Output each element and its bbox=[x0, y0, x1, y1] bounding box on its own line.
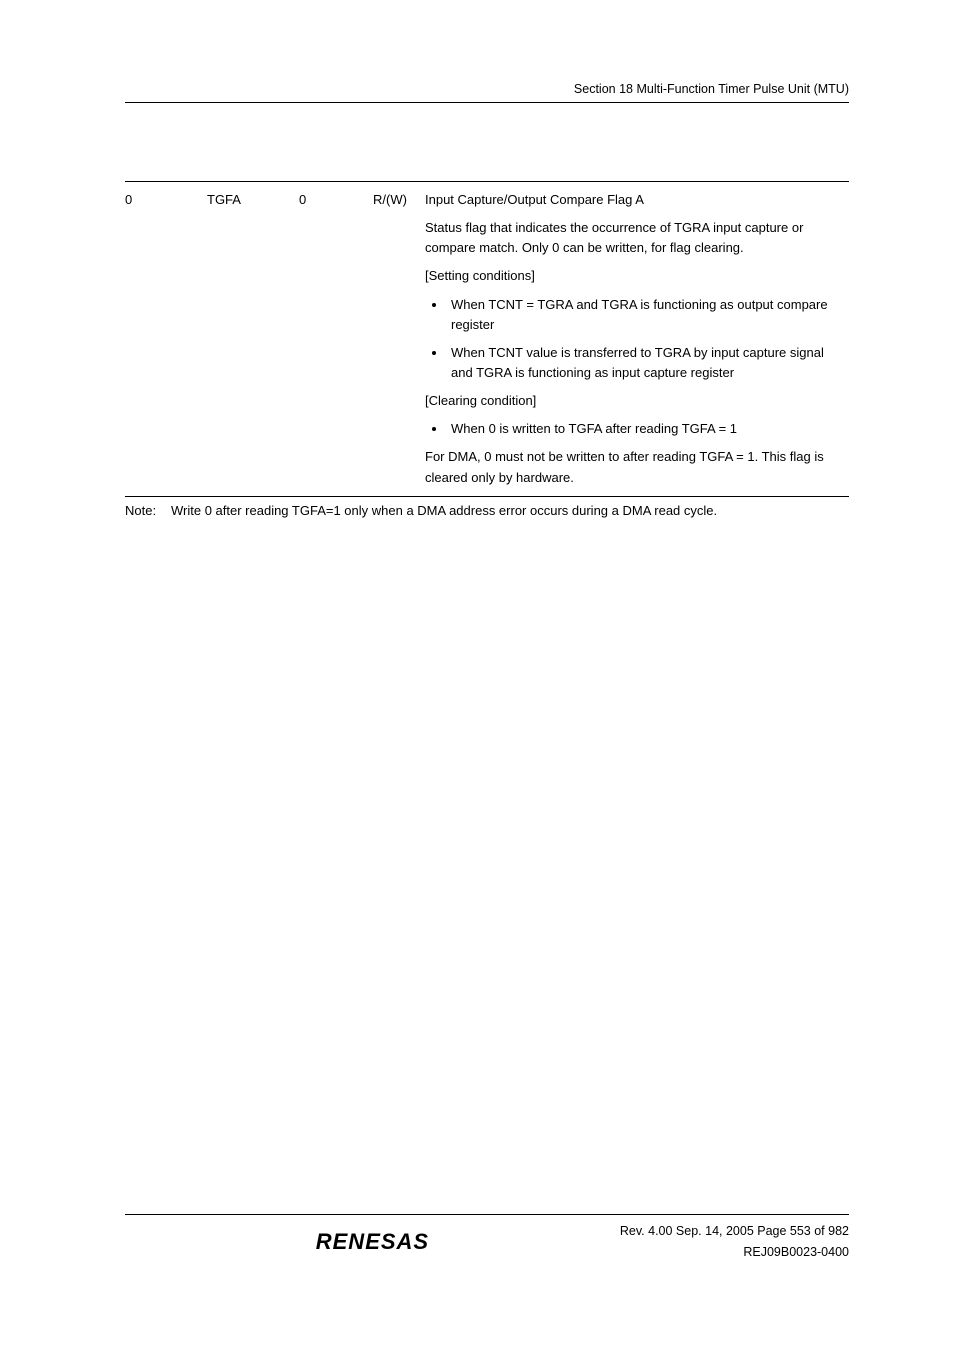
flag-title: Input Capture/Output Compare Flag A bbox=[425, 190, 849, 210]
status-description: Status flag that indicates the occurrenc… bbox=[425, 218, 849, 258]
bit-number: 0 bbox=[125, 190, 207, 496]
note-label: Note: bbox=[125, 501, 171, 521]
register-row: 0 TGFA 0 R/(W) Input Capture/Output Comp… bbox=[125, 181, 849, 496]
clearing-condition-list: When 0 is written to TGFA after reading … bbox=[425, 419, 849, 439]
list-item: When TCNT value is transferred to TGRA b… bbox=[447, 343, 849, 383]
setting-conditions-label: [Setting conditions] bbox=[425, 266, 849, 286]
note-text: Write 0 after reading TGFA=1 only when a… bbox=[171, 501, 849, 521]
footer-meta: Rev. 4.00 Sep. 14, 2005 Page 553 of 982 … bbox=[620, 1221, 849, 1264]
setting-conditions-list: When TCNT = TGRA and TGRA is functioning… bbox=[425, 295, 849, 384]
document-id: REJ09B0023-0400 bbox=[620, 1242, 849, 1263]
read-write: R/(W) bbox=[373, 190, 425, 496]
initial-value: 0 bbox=[299, 190, 373, 496]
description-cell: Input Capture/Output Compare Flag A Stat… bbox=[425, 190, 849, 496]
section-header: Section 18 Multi-Function Timer Pulse Un… bbox=[125, 82, 849, 103]
renesas-logo: RENESAS bbox=[125, 1221, 620, 1255]
clearing-condition-label: [Clearing condition] bbox=[425, 391, 849, 411]
revision-line: Rev. 4.00 Sep. 14, 2005 Page 553 of 982 bbox=[620, 1221, 849, 1242]
page-footer: RENESAS Rev. 4.00 Sep. 14, 2005 Page 553… bbox=[125, 1214, 849, 1264]
list-item: When 0 is written to TGFA after reading … bbox=[447, 419, 849, 439]
note-row: Note: Write 0 after reading TGFA=1 only … bbox=[125, 496, 849, 521]
footer-divider bbox=[125, 1214, 849, 1215]
list-item: When TCNT = TGRA and TGRA is functioning… bbox=[447, 295, 849, 335]
bit-name: TGFA bbox=[207, 190, 299, 496]
dma-note: For DMA, 0 must not be written to after … bbox=[425, 447, 849, 487]
